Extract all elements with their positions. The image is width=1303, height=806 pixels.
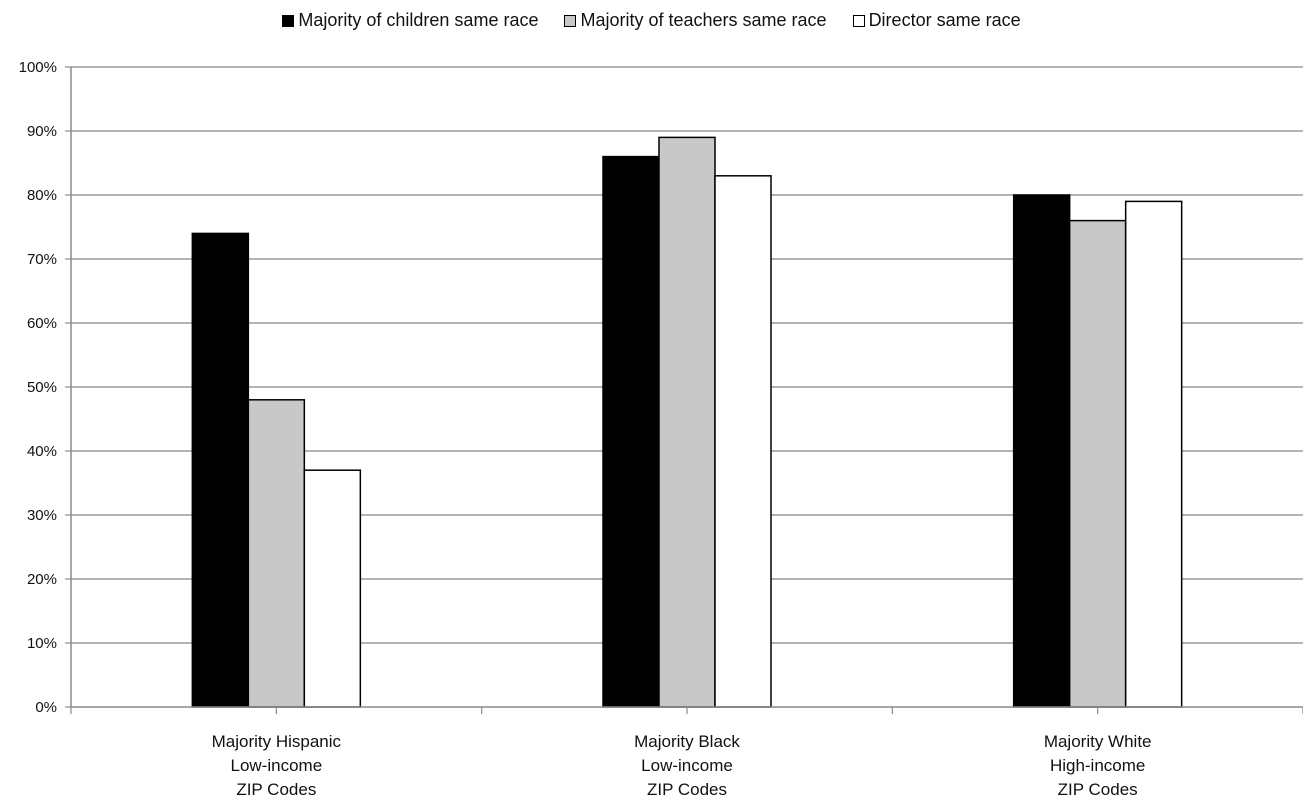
x-tick-label-line: Low-income xyxy=(641,756,733,775)
bar xyxy=(303,469,362,708)
y-tick-label: 90% xyxy=(27,123,57,140)
bars xyxy=(191,136,1183,708)
x-tick-label-line: Majority Hispanic xyxy=(212,732,342,751)
y-tick-label: 100% xyxy=(19,59,57,76)
y-tick-label: 60% xyxy=(27,315,57,332)
x-tick-label: Majority Hispanic Low-income ZIP Codes xyxy=(212,732,342,799)
bar xyxy=(1124,200,1183,708)
legend-item-teachers: Majority of teachers same race xyxy=(564,10,827,31)
legend-label: Majority of teachers same race xyxy=(580,10,827,30)
x-tick-label-line: Majority White xyxy=(1044,732,1152,751)
x-tick-label-line: High-income xyxy=(1050,756,1145,775)
x-tick-label: Majority White High-income ZIP Codes xyxy=(1044,732,1152,799)
legend-item-children: Majority of children same race xyxy=(282,10,538,31)
legend-label: Director same race xyxy=(868,10,1021,30)
y-tick-label: 30% xyxy=(27,507,57,524)
legend-swatch-black xyxy=(282,14,295,27)
legend-item-director: Director same race xyxy=(852,10,1021,31)
legend-label: Majority of children same race xyxy=(298,10,539,30)
y-axis: 0% 10% 20% 30% 40% 50% 60% 70% 80% 90% 100% xyxy=(19,59,72,716)
bar xyxy=(658,136,716,708)
bar xyxy=(714,175,772,708)
y-tick-label: 50% xyxy=(27,379,57,396)
y-tick-label: 80% xyxy=(27,187,57,204)
legend-swatch-gray xyxy=(564,14,577,27)
x-tick-label-line: ZIP Codes xyxy=(1058,780,1138,799)
x-tick-label: Majority Black Low-income ZIP Codes xyxy=(634,732,740,799)
chart-legend: Majority of children same race Majority … xyxy=(0,10,1303,31)
x-axis: Majority Hispanic Low-income ZIP CodesMajo… xyxy=(70,706,1303,799)
y-tick-label: 0% xyxy=(35,699,57,716)
bar xyxy=(191,232,250,708)
legend-swatch-white xyxy=(852,14,865,27)
x-tick-label-line: Majority Black xyxy=(634,732,740,751)
bar xyxy=(247,399,306,708)
y-tick-label: 20% xyxy=(27,571,57,588)
y-tick-label: 10% xyxy=(27,635,57,652)
bar xyxy=(602,155,660,708)
y-tick-label: 70% xyxy=(27,251,57,268)
bar xyxy=(1068,219,1127,708)
x-tick-label-line: ZIP Codes xyxy=(236,780,316,799)
y-tick-label: 40% xyxy=(27,443,57,460)
x-tick-label-line: ZIP Codes xyxy=(647,780,727,799)
bar xyxy=(1012,194,1071,708)
x-tick-label-line: Low-income xyxy=(231,756,323,775)
